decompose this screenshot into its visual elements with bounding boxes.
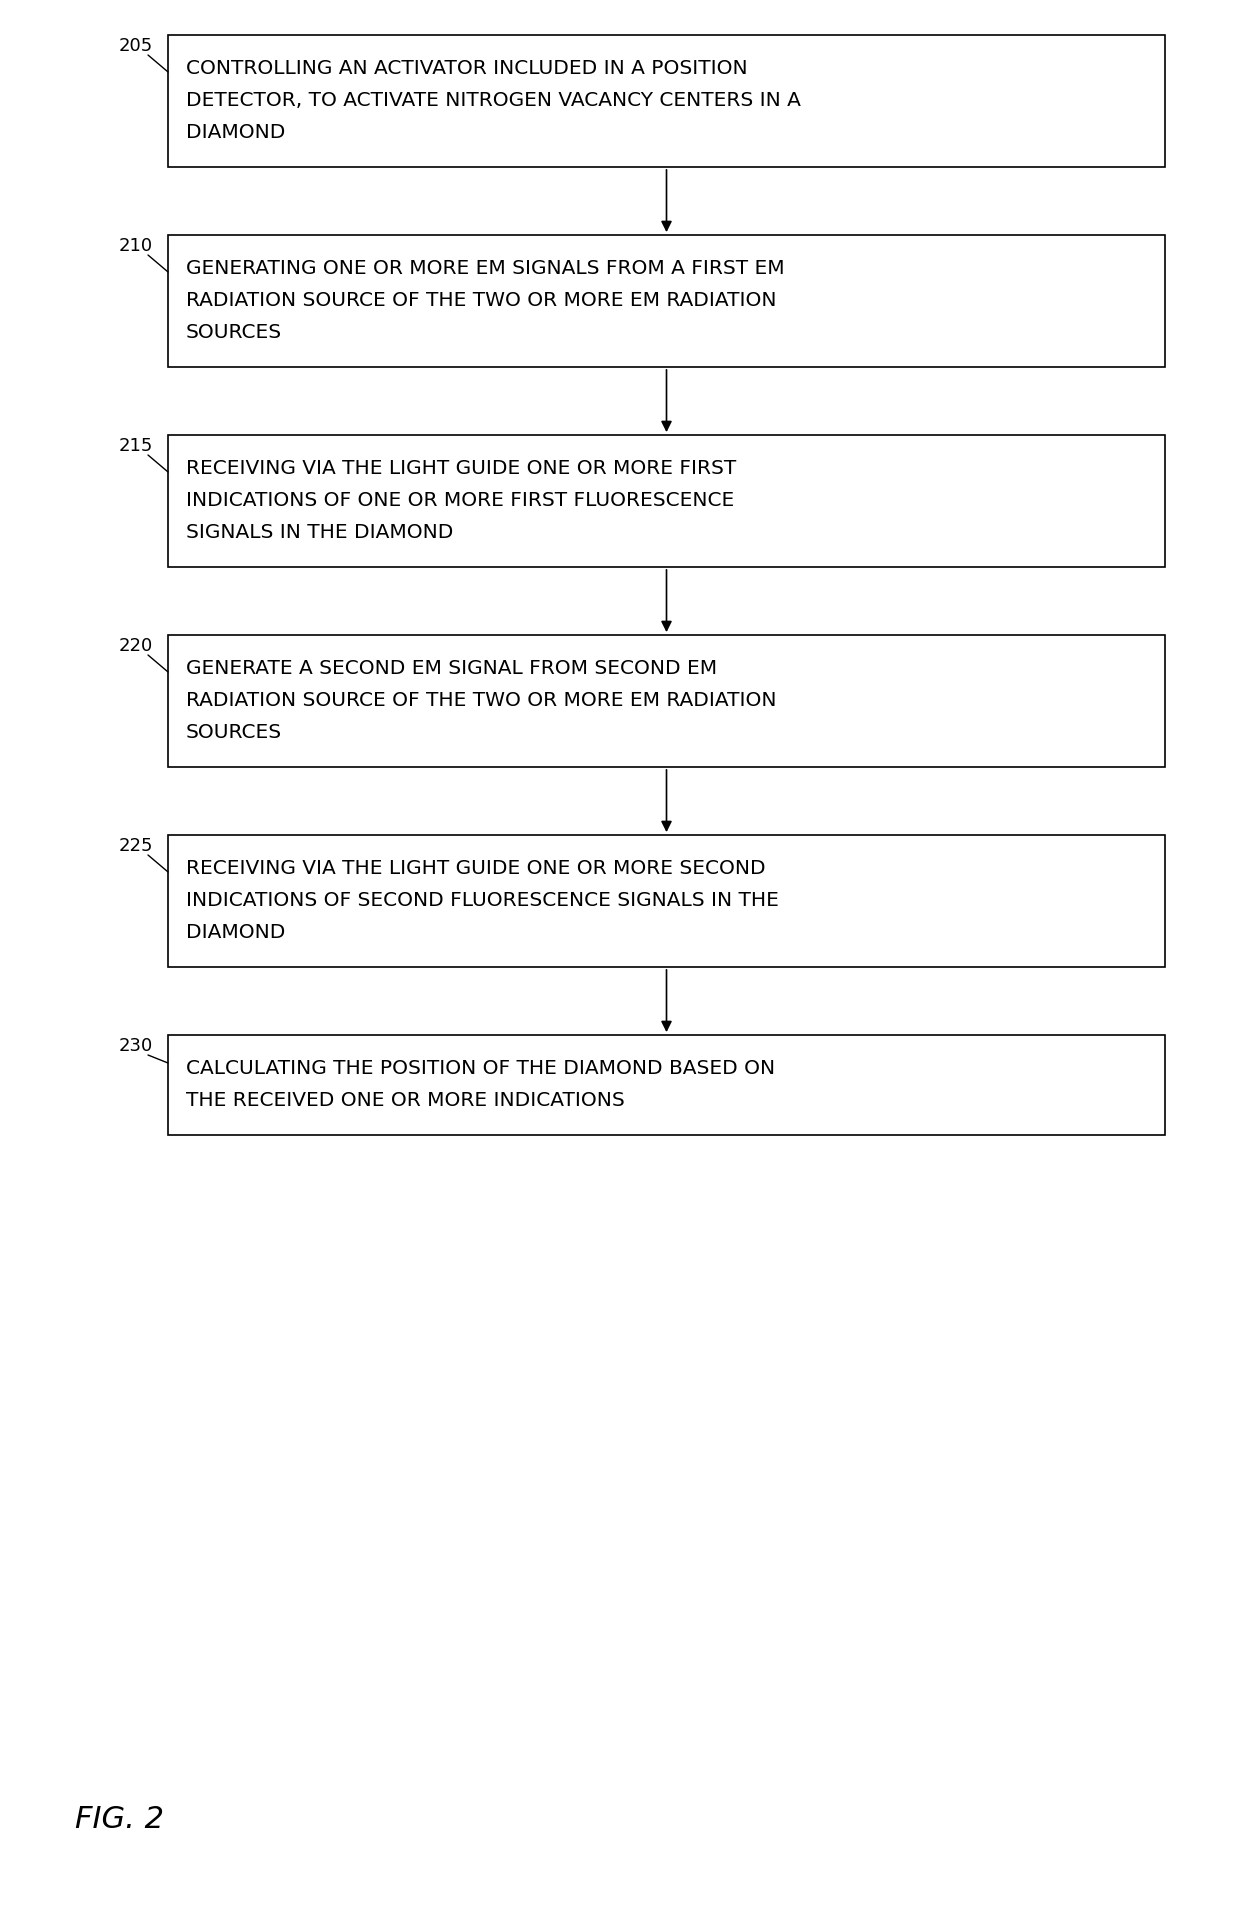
Text: DIAMOND: DIAMOND (186, 123, 285, 142)
Bar (167, 634, 1166, 767)
Text: GENERATE A SECOND EM SIGNAL FROM SECOND EM: GENERATE A SECOND EM SIGNAL FROM SECOND … (186, 659, 717, 678)
Text: SOURCES: SOURCES (186, 323, 283, 342)
Text: INDICATIONS OF ONE OR MORE FIRST FLUORESCENCE: INDICATIONS OF ONE OR MORE FIRST FLUORES… (186, 492, 734, 511)
Text: 225: 225 (119, 836, 153, 855)
Bar (167, 834, 1166, 967)
Text: INDICATIONS OF SECOND FLUORESCENCE SIGNALS IN THE: INDICATIONS OF SECOND FLUORESCENCE SIGNA… (186, 892, 779, 911)
Bar (167, 1036, 1166, 1136)
Text: DETECTOR, TO ACTIVATE NITROGEN VACANCY CENTERS IN A: DETECTOR, TO ACTIVATE NITROGEN VACANCY C… (186, 92, 801, 110)
Text: RADIATION SOURCE OF THE TWO OR MORE EM RADIATION: RADIATION SOURCE OF THE TWO OR MORE EM R… (186, 292, 776, 311)
Text: 210: 210 (119, 236, 153, 256)
Text: 215: 215 (119, 436, 153, 456)
Text: DIAMOND: DIAMOND (186, 923, 285, 942)
Text: 220: 220 (119, 636, 153, 655)
Text: 205: 205 (119, 37, 153, 56)
Text: SIGNALS IN THE DIAMOND: SIGNALS IN THE DIAMOND (186, 523, 454, 542)
Text: CONTROLLING AN ACTIVATOR INCLUDED IN A POSITION: CONTROLLING AN ACTIVATOR INCLUDED IN A P… (186, 60, 748, 79)
Text: SOURCES: SOURCES (186, 723, 283, 742)
Text: RECEIVING VIA THE LIGHT GUIDE ONE OR MORE SECOND: RECEIVING VIA THE LIGHT GUIDE ONE OR MOR… (186, 859, 765, 878)
Text: RADIATION SOURCE OF THE TWO OR MORE EM RADIATION: RADIATION SOURCE OF THE TWO OR MORE EM R… (186, 692, 776, 711)
Bar (167, 234, 1166, 367)
Text: CALCULATING THE POSITION OF THE DIAMOND BASED ON: CALCULATING THE POSITION OF THE DIAMOND … (186, 1059, 775, 1078)
Text: RECEIVING VIA THE LIGHT GUIDE ONE OR MORE FIRST: RECEIVING VIA THE LIGHT GUIDE ONE OR MOR… (186, 459, 737, 479)
Text: 230: 230 (119, 1038, 153, 1055)
Text: FIG. 2: FIG. 2 (74, 1805, 164, 1834)
Text: GENERATING ONE OR MORE EM SIGNALS FROM A FIRST EM: GENERATING ONE OR MORE EM SIGNALS FROM A… (186, 259, 785, 279)
Bar (167, 434, 1166, 567)
Text: THE RECEIVED ONE OR MORE INDICATIONS: THE RECEIVED ONE OR MORE INDICATIONS (186, 1092, 625, 1111)
Bar (167, 35, 1166, 167)
